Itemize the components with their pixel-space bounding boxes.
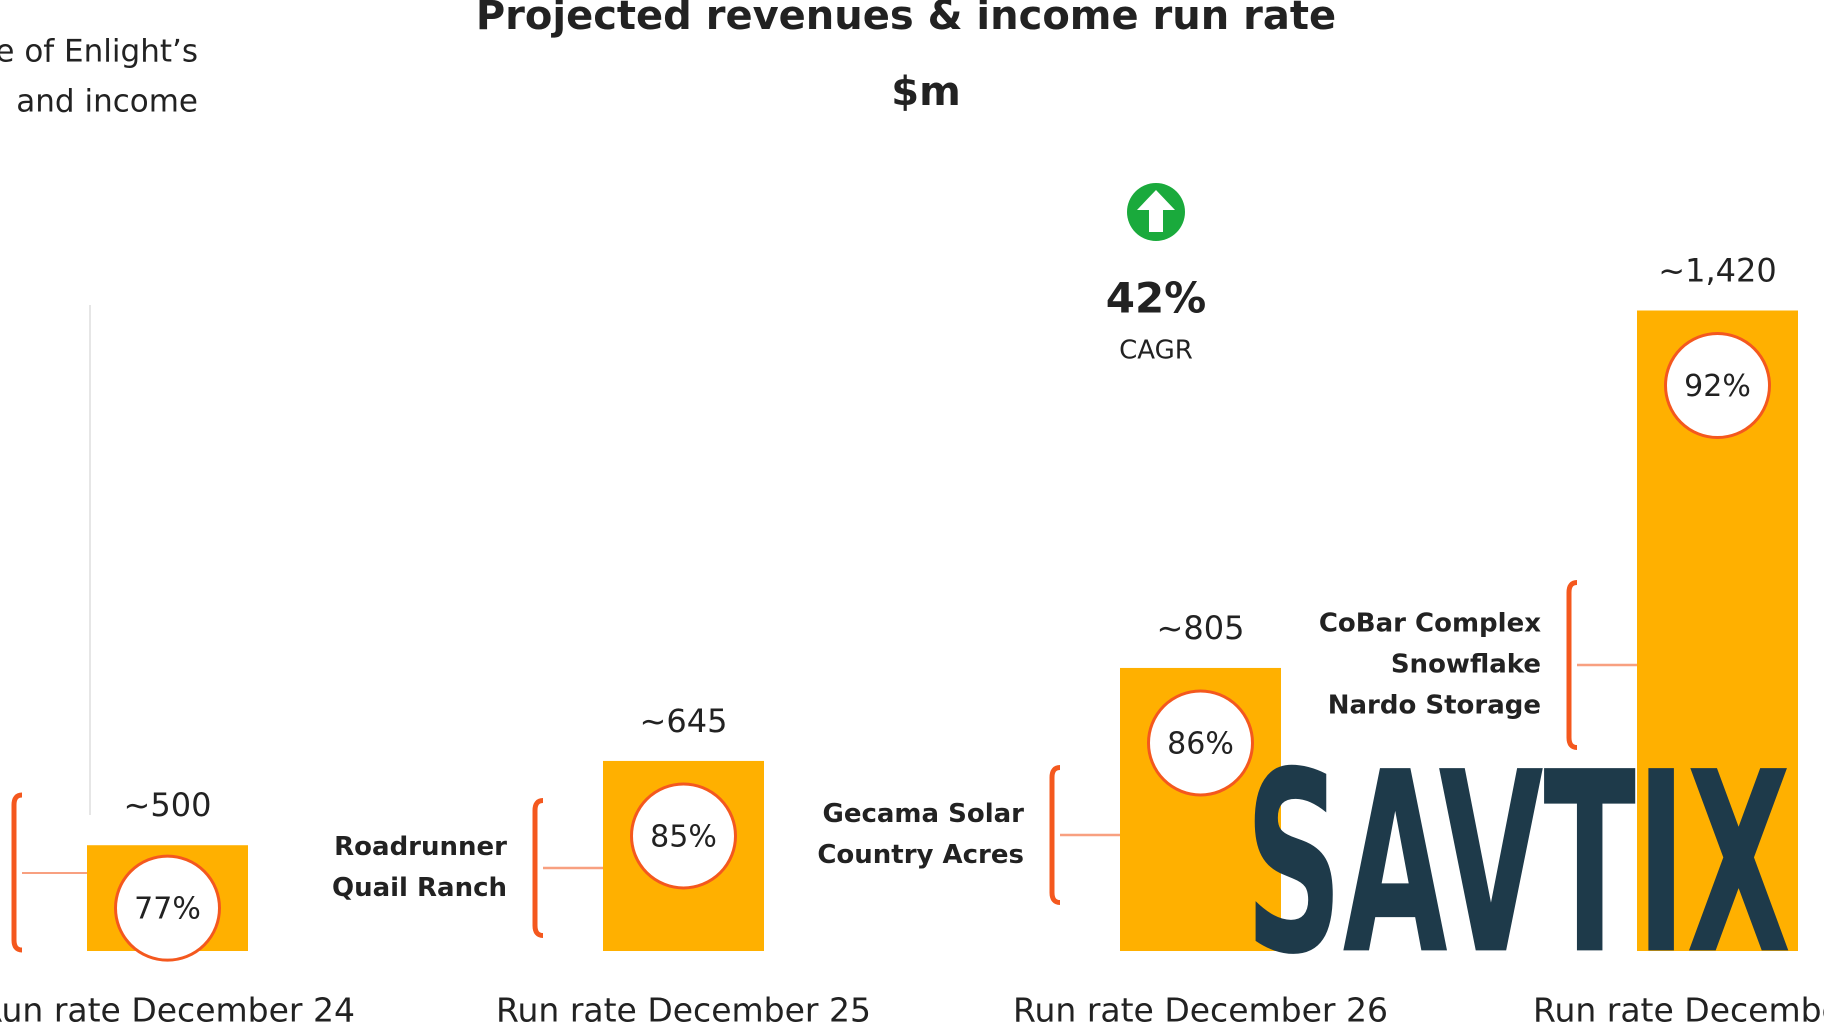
project-name: Snowflake	[1391, 650, 1541, 680]
chart-title: Projected revenues & income run rate	[476, 0, 1336, 39]
value-label: ~1,420	[1658, 251, 1776, 289]
cagr-label: CAGR	[1119, 336, 1193, 366]
share-label: 86%	[1167, 726, 1234, 761]
plot: ~500 77% Run rate December 24 ~645 85% Run ra…	[0, 251, 1824, 1026]
share-circle	[630, 782, 737, 890]
cagr-value: 42%	[1106, 274, 1207, 323]
value-label: ~500	[124, 786, 212, 824]
share-circle	[1147, 689, 1254, 797]
value-label: ~805	[1157, 609, 1245, 647]
side-note: e of Enlight’s	[0, 34, 198, 70]
bracket	[1049, 765, 1061, 905]
side-note: and income	[16, 84, 198, 120]
project-name: Quail Ranch	[332, 873, 507, 903]
chart-subtitle: $m	[891, 69, 961, 115]
project-name: Gecama Solar	[823, 799, 1025, 829]
project-name: Country Acres	[817, 840, 1024, 870]
share-label: 85%	[650, 819, 717, 854]
value-label: ~645	[640, 702, 728, 740]
x-tick-label: Run rate December 24	[0, 991, 355, 1026]
share-circle	[114, 854, 221, 962]
project-name: Nardo Storage	[1328, 691, 1541, 721]
x-tick-label: Run rate Decembe	[1533, 991, 1824, 1026]
x-tick-label: Run rate December 26	[1013, 991, 1388, 1026]
bracket	[11, 792, 23, 953]
growth-icon	[1127, 183, 1185, 241]
project-name: CoBar Complex	[1319, 609, 1541, 639]
bracket	[1566, 580, 1578, 750]
share-label: 77%	[134, 892, 201, 927]
x-tick-label: Run rate December 25	[496, 991, 871, 1026]
share-label: 92%	[1684, 369, 1751, 404]
watermark: SAVTIX	[1245, 718, 1791, 1009]
project-name: Roadrunner	[334, 832, 507, 862]
share-circle	[1664, 331, 1771, 439]
bracket	[532, 798, 544, 938]
